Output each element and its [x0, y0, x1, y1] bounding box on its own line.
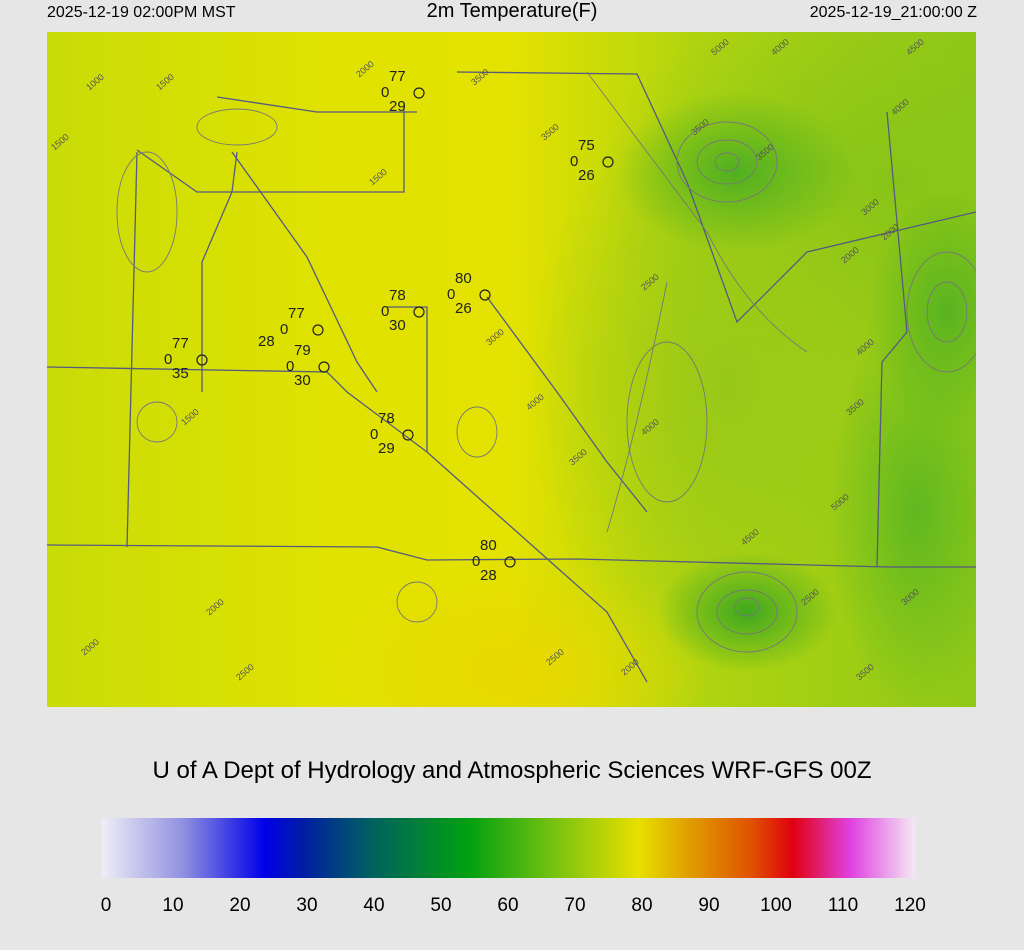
- temperature-map: 1000 1500 1500 2000 1500 3500 3500 5000 4000 4500…: [47, 32, 976, 707]
- station-wind: 0: [381, 303, 390, 320]
- station-dewpoint: 26: [578, 167, 595, 184]
- colorbar-tick-label: 80: [631, 895, 653, 916]
- station-temp: 80: [455, 270, 472, 287]
- station-dewpoint: 29: [378, 440, 395, 457]
- station-dewpoint: 28: [258, 333, 275, 350]
- colorbar-tick-label: 0: [100, 895, 112, 916]
- colorbar-tick-label: 30: [296, 895, 318, 916]
- station-temp: 80: [480, 537, 497, 554]
- colorbar-tick-label: 70: [564, 895, 586, 916]
- station-wind: 0: [164, 351, 173, 368]
- station-temp: 79: [294, 342, 311, 359]
- station-dewpoint: 30: [294, 372, 311, 389]
- valid-time-utc: 2025-12-19_21:00:00 Z: [809, 4, 977, 21]
- boundaries: [47, 71, 976, 683]
- station-temp: 75: [578, 137, 595, 154]
- station-dewpoint: 29: [389, 98, 406, 115]
- station-circle-icon: [413, 87, 425, 99]
- credit-line: U of A Dept of Hydrology and Atmospheric…: [152, 757, 872, 784]
- station-wind: 0: [447, 286, 456, 303]
- station-dewpoint: 26: [455, 300, 472, 317]
- station-circle-icon: [479, 289, 491, 301]
- map-title: 2m Temperature(F): [426, 0, 598, 22]
- station-dewpoint: 30: [389, 317, 406, 334]
- station-temp: 77: [389, 68, 406, 85]
- colorbar-tick-label: 110: [827, 895, 859, 916]
- station-wind: 0: [370, 426, 379, 443]
- station-dewpoint: 28: [480, 567, 497, 584]
- valid-time-local: 2025-12-19 02:00PM MST: [47, 4, 236, 21]
- station-dewpoint: 35: [172, 365, 189, 382]
- station-wind: 0: [570, 153, 579, 170]
- colorbar-tick-label: 100: [760, 895, 792, 916]
- station-temp: 78: [389, 287, 406, 304]
- station-circle-icon: [602, 156, 614, 168]
- colorbar-tick-label: 40: [363, 895, 385, 916]
- terrain-contours: [116, 71, 976, 653]
- station-circle-icon: [504, 556, 516, 568]
- colorbar: [102, 818, 915, 878]
- station-wind: 0: [472, 553, 481, 570]
- station-circle-icon: [402, 429, 414, 441]
- colorbar-tick-label: 120: [894, 895, 926, 916]
- station-wind: 0: [280, 321, 289, 338]
- colorbar-tick-label: 60: [497, 895, 519, 916]
- station-temp: 77: [172, 335, 189, 352]
- station-temp: 78: [378, 410, 395, 427]
- station-circle-icon: [196, 354, 208, 366]
- map-lines: [47, 71, 976, 683]
- colorbar-tick-label: 10: [162, 895, 184, 916]
- station-circle-icon: [413, 306, 425, 318]
- station-circle-icon: [318, 361, 330, 373]
- colorbar-tick-label: 50: [430, 895, 452, 916]
- station-circle-icon: [312, 324, 324, 336]
- colorbar-tick-label: 90: [698, 895, 720, 916]
- station-wind: 0: [286, 358, 295, 375]
- station-temp: 77: [288, 305, 305, 322]
- station-wind: 0: [381, 84, 390, 101]
- border-line: [47, 544, 976, 568]
- highway: [47, 366, 648, 683]
- colorbar-tick-label: 20: [229, 895, 251, 916]
